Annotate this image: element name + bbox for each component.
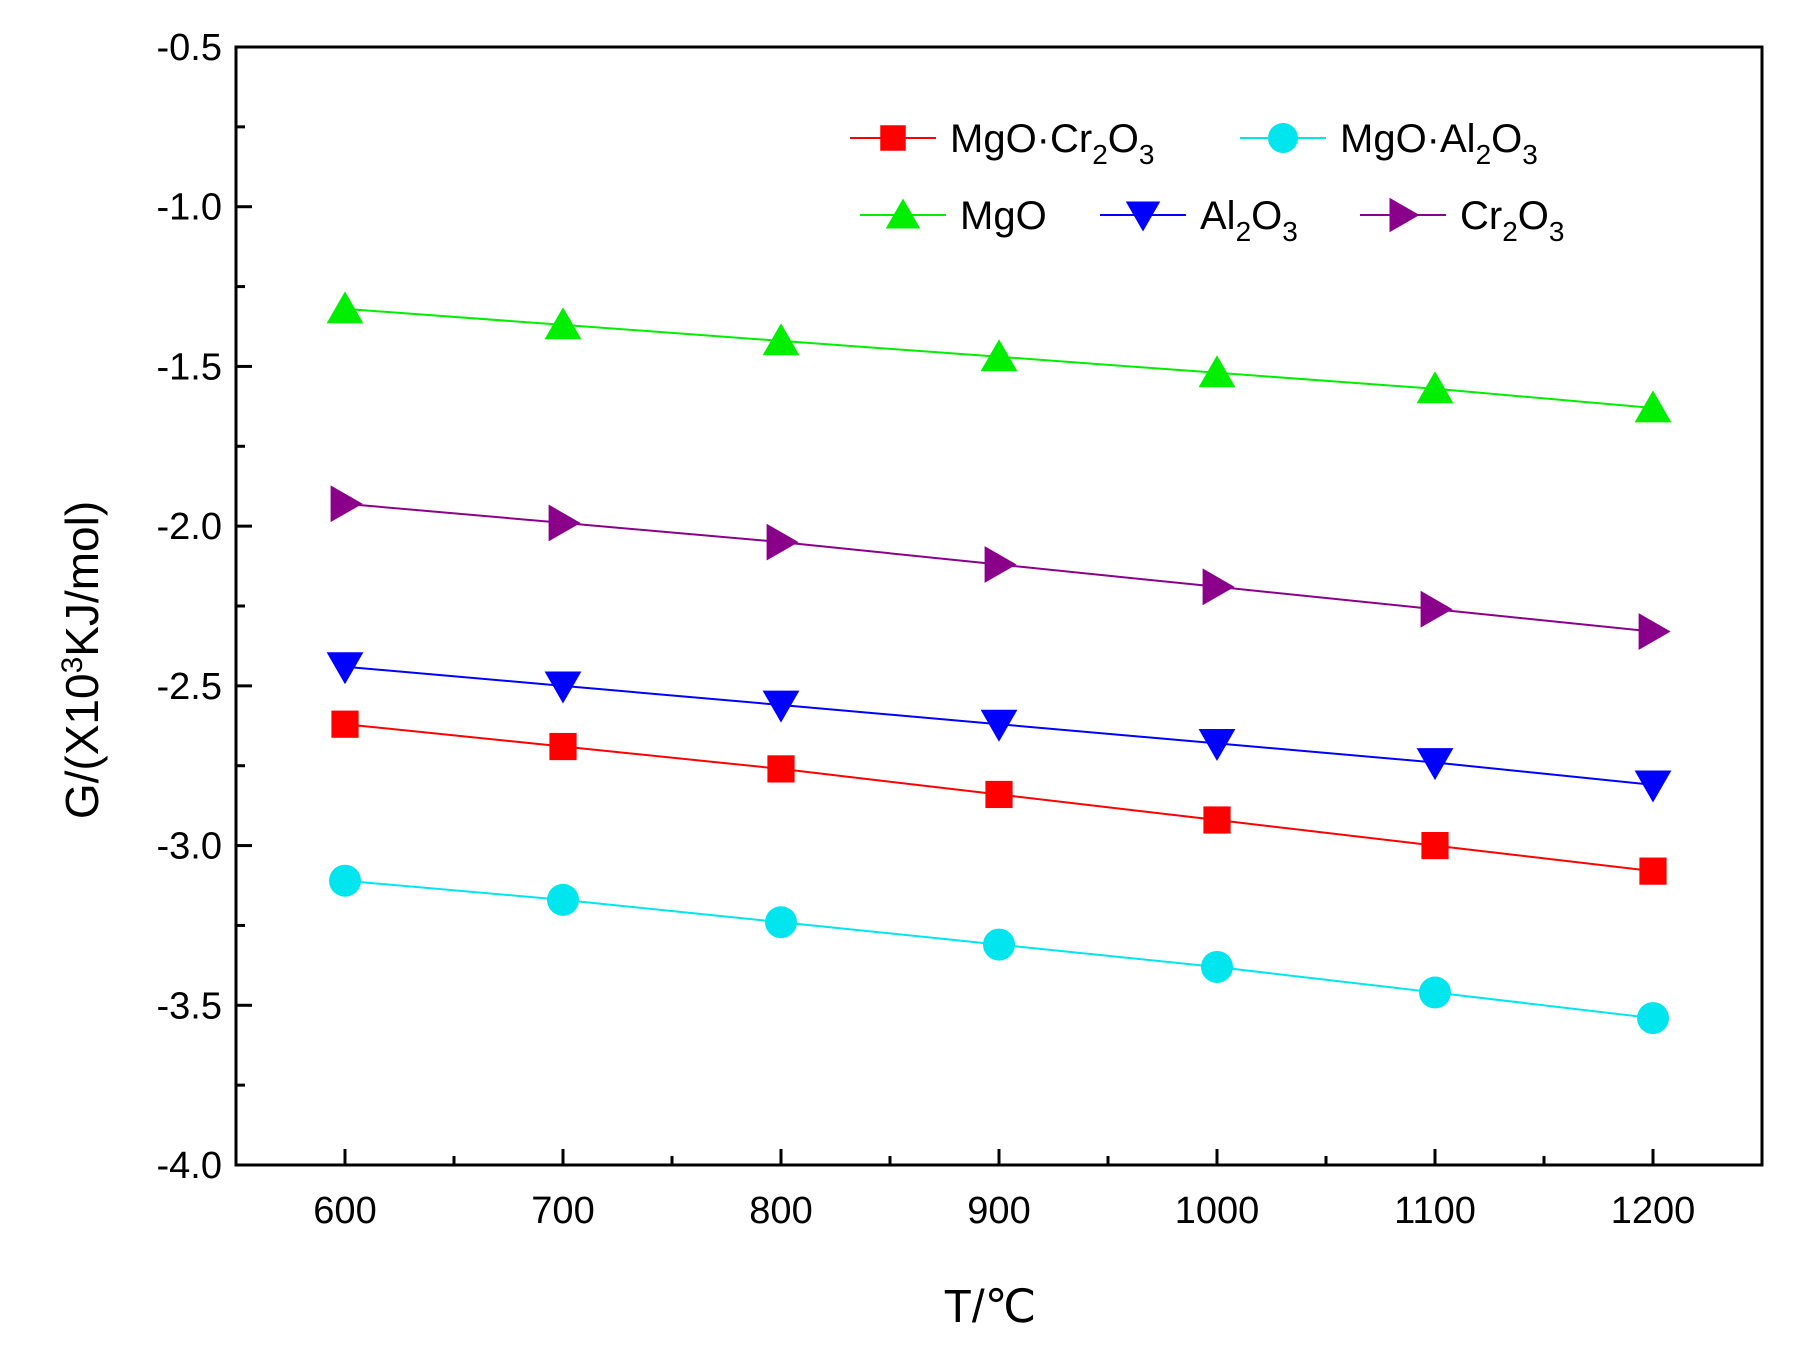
x-tick-label: 1000 bbox=[1175, 1190, 1260, 1232]
legend-entry-mgo: MgO bbox=[860, 194, 1047, 238]
data-point-cr2o3 bbox=[1202, 568, 1235, 606]
data-point-mgo bbox=[544, 307, 582, 340]
data-point-cr2o3 bbox=[984, 546, 1017, 583]
data-point-mgo bbox=[326, 291, 364, 324]
axes: -4.0 -3.5 -3.0 -2.5 -2.0 -1.5 -1.0 -0.5 600 700 80… bbox=[157, 27, 1764, 1232]
data-point-mgo-cr2o3 bbox=[1639, 857, 1667, 885]
series-mgo-cr2o3 bbox=[331, 710, 1667, 885]
data-point-al2o3 bbox=[1416, 748, 1454, 781]
data-point-mgo-al2o3 bbox=[983, 928, 1015, 961]
y-axis-title: G/(X103KJ/mol) bbox=[56, 501, 108, 819]
legend-marker bbox=[1125, 201, 1161, 232]
x-tick-label: 600 bbox=[313, 1190, 376, 1232]
data-point-mgo-al2o3 bbox=[765, 906, 797, 939]
y-tick-label: -2.5 bbox=[157, 666, 222, 708]
data-point-mgo-cr2o3 bbox=[767, 755, 795, 783]
legend-marker bbox=[1268, 123, 1298, 153]
legend-label: Cr2O3 bbox=[1460, 194, 1565, 247]
data-point-mgo bbox=[980, 339, 1018, 372]
legend: MgO·Cr2O3 MgO·Al2O3 MgO Al2O3 Cr2O3 bbox=[850, 117, 1565, 247]
data-point-al2o3 bbox=[980, 709, 1018, 742]
data-point-mgo-al2o3 bbox=[1419, 976, 1451, 1009]
y-tick-label: -0.5 bbox=[157, 27, 222, 69]
data-point-cr2o3 bbox=[1638, 613, 1671, 650]
data-point-mgo-cr2o3 bbox=[331, 710, 359, 738]
x-tick-label: 1200 bbox=[1611, 1190, 1696, 1232]
y-tick-label: -3.0 bbox=[157, 826, 222, 868]
data-point-mgo bbox=[762, 323, 800, 356]
y-tick-label: -1.0 bbox=[157, 187, 222, 229]
y-tick-label: -2.0 bbox=[157, 506, 222, 548]
data-point-al2o3 bbox=[762, 690, 800, 723]
x-tick-label: 1100 bbox=[1394, 1190, 1476, 1232]
series-mgo-al2o3 bbox=[329, 864, 1669, 1035]
y-tick-label: -3.5 bbox=[157, 985, 222, 1027]
x-tick-label: 800 bbox=[749, 1190, 812, 1232]
data-point-al2o3 bbox=[326, 652, 364, 685]
y-tick-label: -4.0 bbox=[157, 1145, 222, 1187]
legend-marker bbox=[885, 198, 921, 229]
data-point-al2o3 bbox=[1198, 728, 1236, 761]
legend-marker bbox=[1389, 197, 1420, 233]
data-point-cr2o3 bbox=[548, 504, 581, 542]
data-point-mgo bbox=[1634, 390, 1672, 423]
legend-label: MgO bbox=[960, 194, 1047, 238]
legend-marker bbox=[880, 125, 906, 151]
data-point-mgo-al2o3 bbox=[1637, 1002, 1669, 1035]
series-mgo bbox=[326, 291, 1672, 423]
series-group bbox=[326, 291, 1672, 1035]
data-point-al2o3 bbox=[544, 671, 582, 704]
legend-label: Al2O3 bbox=[1200, 194, 1298, 247]
data-point-mgo-cr2o3 bbox=[549, 732, 577, 761]
data-point-mgo-cr2o3 bbox=[1203, 806, 1231, 834]
legend-label: MgO·Cr2O3 bbox=[950, 117, 1155, 170]
legend-entry-cr2o3: Cr2O3 bbox=[1360, 194, 1565, 247]
data-point-al2o3 bbox=[1634, 770, 1672, 803]
data-point-cr2o3 bbox=[766, 523, 799, 561]
series-cr2o3 bbox=[330, 485, 1671, 650]
legend-entry-al2o3: Al2O3 bbox=[1100, 194, 1298, 247]
legend-label: MgO·Al2O3 bbox=[1340, 117, 1538, 170]
y-tick-label: -1.5 bbox=[157, 346, 222, 388]
data-point-mgo-cr2o3 bbox=[985, 780, 1013, 809]
data-point-mgo-al2o3 bbox=[1201, 950, 1233, 983]
data-point-mgo-al2o3 bbox=[547, 883, 579, 916]
data-point-mgo-al2o3 bbox=[329, 864, 361, 897]
x-tick-label: 700 bbox=[531, 1190, 594, 1232]
x-axis-title: T/℃ bbox=[944, 1280, 1037, 1332]
legend-entry-mgo-cr2o3: MgO·Cr2O3 bbox=[850, 117, 1155, 170]
data-point-mgo bbox=[1198, 355, 1236, 388]
legend-entry-mgo-al2o3: MgO·Al2O3 bbox=[1240, 117, 1538, 170]
data-point-cr2o3 bbox=[1420, 590, 1453, 628]
series-al2o3 bbox=[326, 652, 1672, 803]
x-tick-label: 900 bbox=[967, 1190, 1030, 1232]
data-point-mgo bbox=[1416, 371, 1454, 404]
data-point-cr2o3 bbox=[330, 485, 363, 523]
data-point-mgo-cr2o3 bbox=[1421, 831, 1449, 860]
